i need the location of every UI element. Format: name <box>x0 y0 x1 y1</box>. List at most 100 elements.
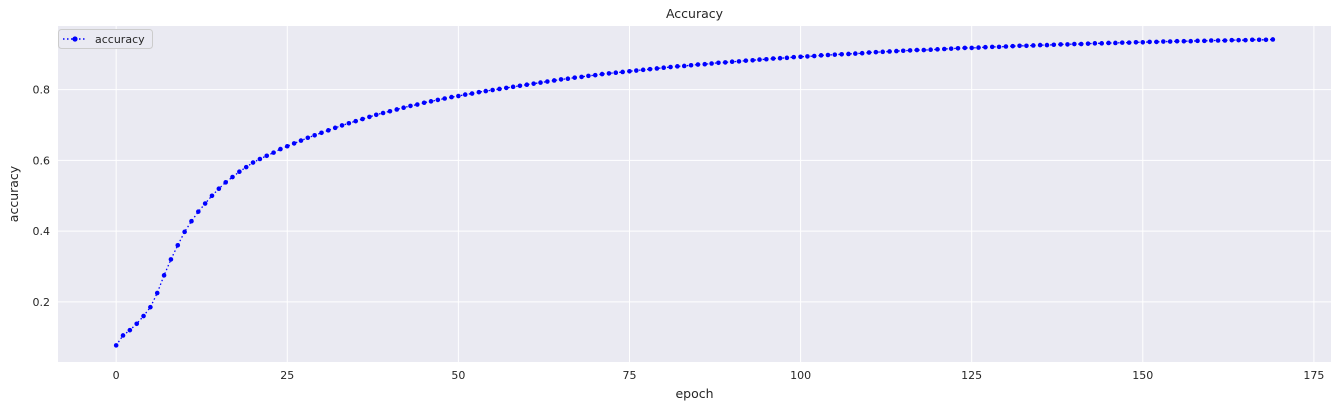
data-point <box>969 45 974 51</box>
data-point <box>367 114 372 120</box>
data-point <box>538 80 543 85</box>
data-point <box>627 68 632 74</box>
data-point <box>319 130 324 136</box>
data-point <box>456 93 461 99</box>
data-point <box>237 169 242 175</box>
data-point <box>592 72 598 78</box>
data-point <box>442 96 447 101</box>
data-point <box>1037 42 1043 48</box>
data-point <box>415 102 420 107</box>
data-point <box>948 46 954 51</box>
data-point <box>1229 37 1235 43</box>
data-point <box>387 108 393 114</box>
data-point <box>428 99 434 104</box>
legend-box <box>58 29 153 49</box>
data-point <box>113 343 119 348</box>
data-point <box>1072 41 1077 47</box>
data-point <box>777 55 783 61</box>
data-point <box>661 65 666 71</box>
data-point <box>784 55 790 61</box>
data-point <box>175 242 181 248</box>
y-gridlines <box>58 89 1331 303</box>
data-point <box>880 49 886 55</box>
data-point <box>148 304 153 310</box>
x-tick-label: 100 <box>790 369 811 382</box>
data-point <box>250 160 256 165</box>
data-point <box>1099 41 1105 46</box>
data-point <box>1030 43 1036 48</box>
data-point <box>332 125 338 131</box>
data-point <box>243 164 249 170</box>
data-point <box>1003 44 1009 49</box>
data-point <box>839 51 844 57</box>
data-point <box>853 51 858 56</box>
data-point <box>654 66 660 71</box>
data-point <box>230 174 235 180</box>
x-tick-label: 75 <box>622 369 636 382</box>
data-point <box>832 52 838 57</box>
data-point <box>1119 40 1125 45</box>
data-point <box>469 91 475 96</box>
data-point <box>695 62 701 67</box>
data-point <box>1154 39 1159 45</box>
data-point <box>675 64 680 69</box>
data-point <box>1058 42 1063 47</box>
data-point <box>983 44 988 50</box>
data-point <box>1133 39 1139 45</box>
data-point <box>127 327 133 333</box>
data-point <box>216 186 222 191</box>
data-point <box>825 52 831 58</box>
legend: accuracy <box>58 29 153 49</box>
data-point <box>326 128 331 133</box>
data-point <box>551 78 557 83</box>
data-point <box>716 60 721 66</box>
data-point <box>1181 38 1187 44</box>
data-point <box>1188 38 1193 44</box>
data-point <box>490 87 495 93</box>
data-point <box>1044 42 1050 48</box>
data-point <box>1092 41 1098 46</box>
data-point <box>449 94 454 100</box>
data-point <box>887 49 892 54</box>
data-point <box>524 82 530 88</box>
y-tick-label: 0.4 <box>33 225 51 238</box>
data-point <box>510 84 516 90</box>
data-point <box>955 45 961 51</box>
data-point <box>729 59 735 65</box>
data-point <box>942 46 947 52</box>
y-tick-label: 0.8 <box>33 84 51 97</box>
x-tick-label: 25 <box>280 369 294 382</box>
data-point <box>928 47 933 52</box>
data-point <box>497 86 502 92</box>
data-point <box>182 229 187 235</box>
data-point <box>859 50 865 56</box>
data-point <box>380 110 386 116</box>
data-point <box>503 85 509 91</box>
data-point <box>565 76 571 81</box>
plot-area <box>58 26 1331 362</box>
y-tick-label: 0.6 <box>33 154 51 167</box>
data-point <box>688 62 694 68</box>
data-point <box>517 83 523 89</box>
data-point <box>914 47 920 53</box>
data-point <box>1085 41 1091 46</box>
data-point <box>1140 39 1146 45</box>
data-point <box>818 53 824 58</box>
data-point <box>976 45 981 50</box>
data-point <box>141 313 146 319</box>
data-point <box>189 218 194 224</box>
data-point <box>1147 39 1152 45</box>
data-point <box>531 81 536 86</box>
data-point <box>401 105 406 110</box>
data-point <box>154 290 160 296</box>
data-point <box>935 47 940 52</box>
data-point <box>668 64 673 70</box>
data-point <box>1208 38 1214 43</box>
data-point <box>579 74 584 80</box>
data-point <box>681 63 687 69</box>
y-tick-label: 0.2 <box>33 296 51 309</box>
data-point <box>298 138 304 143</box>
data-point <box>545 79 550 84</box>
data-point <box>558 77 564 82</box>
